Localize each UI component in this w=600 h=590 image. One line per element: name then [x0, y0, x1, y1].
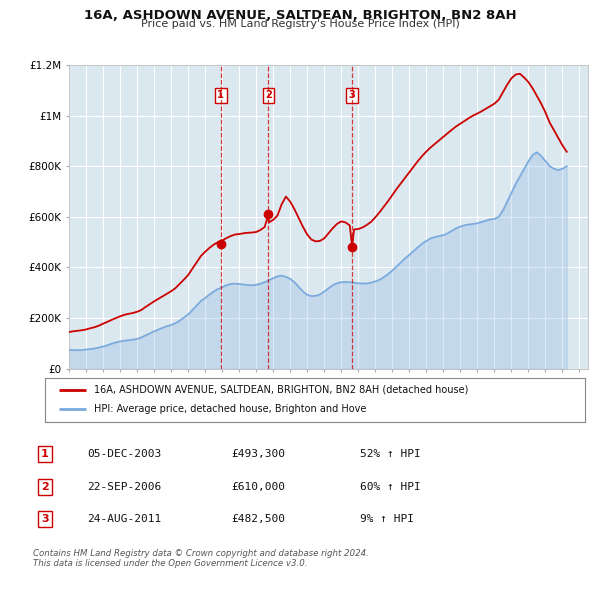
- Text: £610,000: £610,000: [231, 482, 285, 491]
- Text: 2: 2: [265, 90, 272, 100]
- Text: 24-AUG-2011: 24-AUG-2011: [87, 514, 161, 524]
- Text: 3: 3: [349, 90, 356, 100]
- Text: 1: 1: [217, 90, 224, 100]
- Text: HPI: Average price, detached house, Brighton and Hove: HPI: Average price, detached house, Brig…: [94, 405, 366, 414]
- Text: 16A, ASHDOWN AVENUE, SALTDEAN, BRIGHTON, BN2 8AH (detached house): 16A, ASHDOWN AVENUE, SALTDEAN, BRIGHTON,…: [94, 385, 468, 395]
- Text: 1: 1: [41, 450, 49, 459]
- Text: 16A, ASHDOWN AVENUE, SALTDEAN, BRIGHTON, BN2 8AH: 16A, ASHDOWN AVENUE, SALTDEAN, BRIGHTON,…: [83, 9, 517, 22]
- Text: 3: 3: [41, 514, 49, 524]
- Text: £482,500: £482,500: [231, 514, 285, 524]
- Text: 52% ↑ HPI: 52% ↑ HPI: [360, 450, 421, 459]
- Text: This data is licensed under the Open Government Licence v3.0.: This data is licensed under the Open Gov…: [33, 559, 308, 568]
- Text: Price paid vs. HM Land Registry's House Price Index (HPI): Price paid vs. HM Land Registry's House …: [140, 19, 460, 30]
- Text: £493,300: £493,300: [231, 450, 285, 459]
- Text: Contains HM Land Registry data © Crown copyright and database right 2024.: Contains HM Land Registry data © Crown c…: [33, 549, 369, 558]
- Text: 60% ↑ HPI: 60% ↑ HPI: [360, 482, 421, 491]
- Text: 2: 2: [41, 482, 49, 491]
- Text: 05-DEC-2003: 05-DEC-2003: [87, 450, 161, 459]
- Text: 9% ↑ HPI: 9% ↑ HPI: [360, 514, 414, 524]
- Text: 22-SEP-2006: 22-SEP-2006: [87, 482, 161, 491]
